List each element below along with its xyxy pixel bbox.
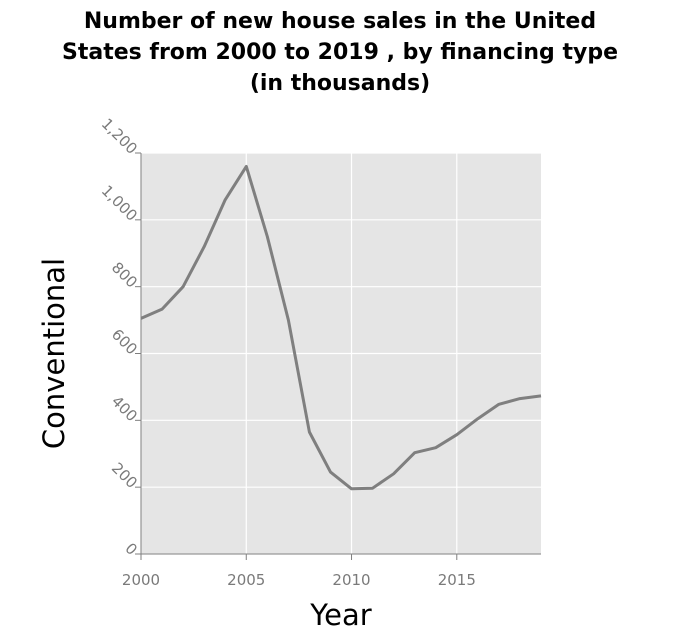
- y-tick-label: 1,200: [98, 115, 141, 158]
- data-point: [224, 198, 227, 201]
- data-point: [350, 487, 353, 490]
- data-point: [161, 308, 164, 311]
- data-point: [371, 487, 374, 490]
- data-point: [245, 165, 248, 168]
- data-point: [413, 451, 416, 454]
- x-tick-label: 2010: [332, 571, 370, 589]
- x-tick-label: 2015: [438, 571, 476, 589]
- data-point: [434, 446, 437, 449]
- data-point: [497, 403, 500, 406]
- data-point: [140, 317, 143, 320]
- data-point: [455, 433, 458, 436]
- y-tick-label: 1,000: [98, 182, 141, 225]
- data-point: [266, 235, 269, 238]
- x-axis-title: Year: [309, 598, 371, 632]
- data-point: [540, 394, 543, 397]
- data-point: [476, 417, 479, 420]
- chart-title: Number of new house sales in the United …: [0, 6, 680, 99]
- chart-title-line-2: States from 2000 to 2019 , by financing …: [61, 40, 618, 65]
- axes: [135, 152, 541, 560]
- chart-title-line-1: Number of new house sales in the United: [83, 9, 597, 34]
- x-tick-label: 2005: [227, 571, 265, 589]
- chart-title-line-3: (in thousands): [249, 71, 431, 96]
- x-tick-label: 2000: [122, 571, 160, 589]
- data-point: [203, 245, 206, 248]
- data-point: [308, 431, 311, 434]
- data-point: [329, 471, 332, 474]
- y-axis-title: Conventional: [37, 258, 71, 449]
- data-point: [392, 472, 395, 475]
- data-point: [287, 319, 290, 322]
- data-point: [518, 397, 521, 400]
- y-tick-label: 0: [121, 539, 140, 558]
- data-point: [182, 285, 185, 288]
- series-line: [140, 164, 542, 491]
